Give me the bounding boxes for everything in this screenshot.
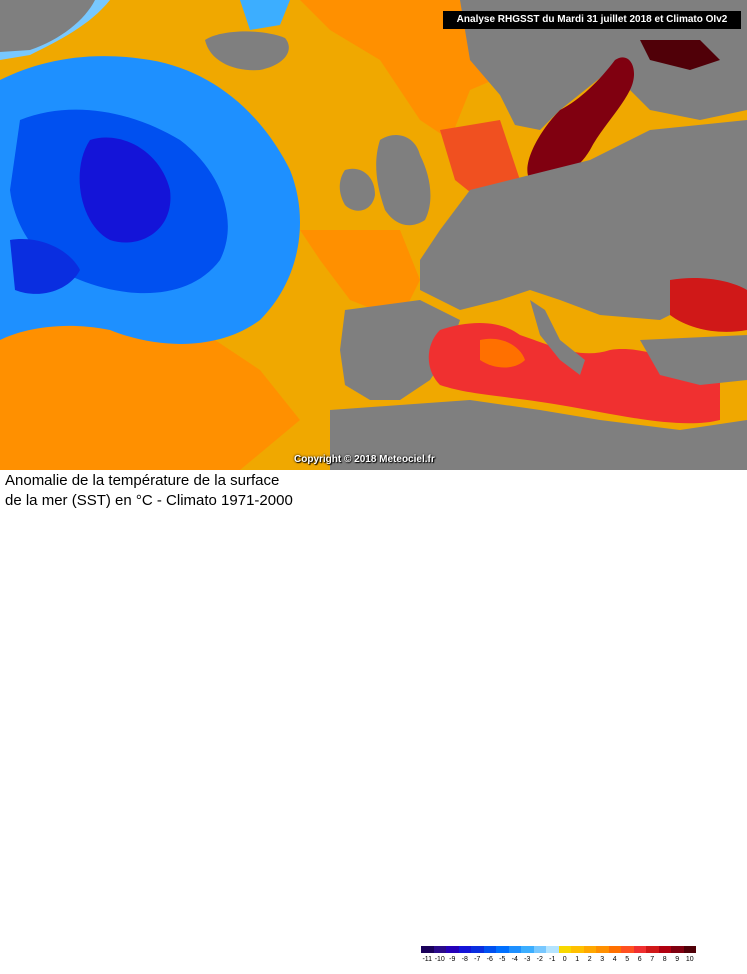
legend-swatch	[571, 946, 584, 953]
legend-label: -10	[434, 956, 445, 963]
legend-swatch	[496, 946, 509, 953]
legend-label: -3	[524, 956, 531, 963]
legend-swatch	[658, 946, 671, 953]
legend-labels: -11 -10 -9 -8 -7 -6 -5 -4 -3 -2 -1 0 1 2 3 4 5 6 7 8 9 10	[421, 956, 696, 968]
legend-swatch	[508, 946, 521, 953]
legend-swatch	[608, 946, 621, 953]
color-scale-legend: -11 -10 -9 -8 -7 -6 -5 -4 -3 -2 -1 0 1 2 3 4 5 6 7 8 9 10	[421, 946, 747, 974]
legend-swatch	[546, 946, 559, 953]
legend-label: 1	[575, 956, 580, 963]
legend-swatch	[558, 946, 571, 953]
legend-label: -5	[499, 956, 506, 963]
legend-label: -6	[486, 956, 493, 963]
legend-swatch	[596, 946, 609, 953]
legend-label: 10	[685, 956, 694, 963]
legend-label: 6	[637, 956, 642, 963]
legend-label: 7	[650, 956, 655, 963]
legend-label: 2	[587, 956, 592, 963]
legend-swatch	[683, 946, 696, 953]
legend-swatch	[621, 946, 634, 953]
legend-label: 4	[612, 956, 617, 963]
footer: Anomalie de la température de la surface…	[0, 470, 747, 963]
legend-swatch	[471, 946, 484, 953]
legend-label: -1	[549, 956, 556, 963]
legend-label: -7	[474, 956, 481, 963]
legend-swatch	[446, 946, 459, 953]
legend-swatch	[433, 946, 446, 953]
legend-swatch	[521, 946, 534, 953]
legend-swatch	[671, 946, 684, 953]
legend-label: 5	[625, 956, 630, 963]
legend-label: -9	[449, 956, 456, 963]
legend-label: 0	[562, 956, 567, 963]
legend-label: -8	[461, 956, 468, 963]
legend-swatch	[633, 946, 646, 953]
legend-label: 9	[675, 956, 680, 963]
legend-color-bar	[421, 946, 696, 953]
copyright-notice: Copyright © 2018 Meteociel.fr	[294, 454, 435, 465]
legend-label: -11	[422, 956, 433, 963]
legend-swatch	[583, 946, 596, 953]
legend-label: -2	[536, 956, 543, 963]
legend-label: -4	[511, 956, 518, 963]
legend-label: 3	[600, 956, 605, 963]
legend-swatch	[421, 946, 434, 953]
legend-swatch	[646, 946, 659, 953]
legend-swatch	[483, 946, 496, 953]
analysis-date-label: Analyse RHGSST du Mardi 31 juillet 2018 …	[443, 11, 741, 29]
legend-swatch	[458, 946, 471, 953]
sst-anomaly-map: Analyse RHGSST du Mardi 31 juillet 2018 …	[0, 0, 747, 470]
legend-swatch	[533, 946, 546, 953]
map-title-line-1: Anomalie de la température de la surface	[5, 472, 280, 489]
map-title-line-2: de la mer (SST) en °C - Climato 1971-200…	[5, 492, 293, 509]
legend-label: 8	[662, 956, 667, 963]
map-graphic	[0, 0, 747, 470]
